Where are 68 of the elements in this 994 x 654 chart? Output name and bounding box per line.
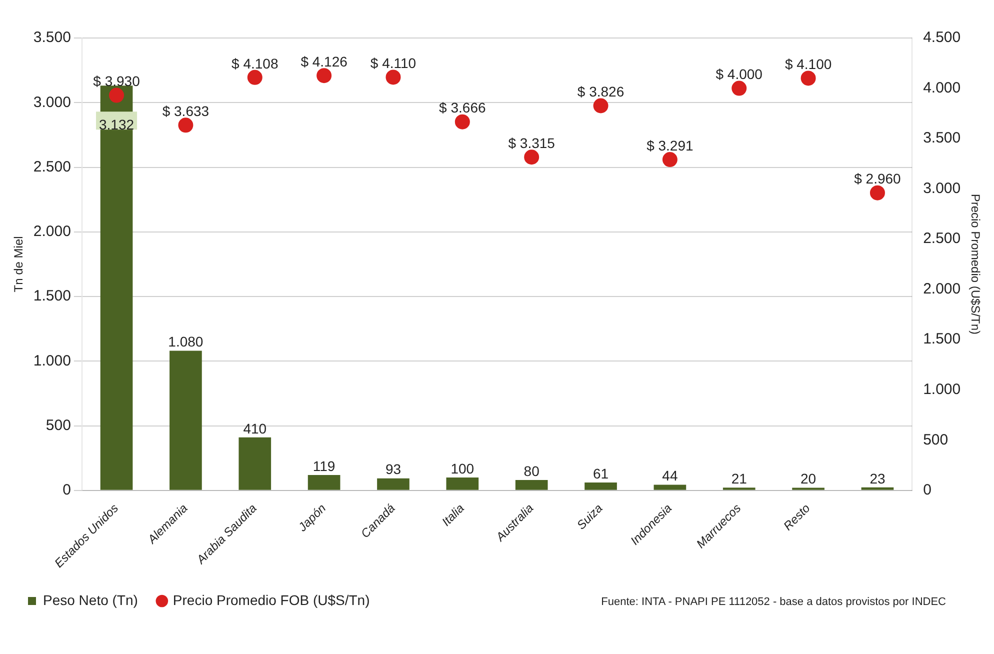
y2-tick-label: 4.000 (923, 79, 961, 96)
data-label: $ 4.100 (784, 56, 832, 72)
legend-label: Precio Promedio FOB (U$S/Tn) (172, 592, 370, 608)
bar (377, 478, 410, 490)
data-label: 80 (524, 462, 540, 479)
y2-tick-label: 3.500 (923, 130, 961, 147)
point (386, 70, 401, 85)
data-label: $ 4.110 (370, 55, 416, 72)
legend-label: Peso Neto (Tn) (43, 592, 138, 608)
y2-axis-title: Precio Promedio (U$S/Tn) (968, 194, 982, 335)
y2-tick-label: 4.500 (923, 29, 961, 46)
data-label: 3.132 (99, 116, 134, 132)
bar (515, 480, 548, 490)
y-axis-title: Tn de Miel (12, 236, 26, 292)
point (109, 88, 124, 103)
y2-tick-label: 0 (923, 482, 932, 499)
y2-tick-label: 1.000 (923, 381, 961, 398)
data-label: $ 4.126 (300, 53, 348, 70)
data-label: 61 (592, 465, 609, 482)
data-label: $ 3.633 (162, 103, 210, 120)
y2-tick-label: 3.000 (923, 180, 961, 197)
y-tick-label: 0 (62, 482, 71, 499)
point (178, 118, 194, 133)
y2-tick-label: 2.000 (923, 280, 961, 298)
data-label: 100 (450, 460, 474, 476)
data-label: 1.080 (168, 334, 204, 350)
y-tick-label: 2.000 (33, 223, 71, 240)
data-label: $ 2.960 (854, 170, 902, 187)
data-label: $ 3.930 (93, 73, 140, 90)
data-label: 20 (800, 470, 816, 487)
data-label: 21 (731, 470, 748, 487)
data-label: $ 4.108 (232, 55, 278, 72)
source-note: Fuente: INTA - PNAPI PE 1112052 - base a datos provistos por INDEC (601, 596, 946, 608)
point (524, 150, 540, 165)
bar (238, 437, 272, 490)
data-label: $ 3.291 (646, 137, 694, 154)
point (247, 70, 262, 85)
point (870, 185, 885, 200)
data-label: 44 (662, 468, 678, 484)
point (662, 152, 678, 168)
data-label: 410 (243, 420, 267, 436)
y2-tick-label: 1.500 (923, 330, 961, 348)
data-label: 93 (385, 461, 402, 478)
data-label: $ 3.315 (508, 134, 556, 151)
y2-tick-label: 2.500 (923, 230, 961, 248)
data-label: $ 3.826 (577, 84, 624, 100)
data-label: $ 3.666 (439, 100, 486, 116)
y-tick-label: 3.000 (33, 94, 71, 111)
bar (446, 477, 479, 490)
y-tick-label: 1.500 (33, 288, 71, 305)
data-label: 119 (312, 458, 336, 474)
point (800, 70, 816, 86)
point (593, 98, 608, 114)
point (316, 68, 332, 84)
bar (861, 487, 894, 490)
y2-tick-label: 500 (923, 431, 948, 448)
point (454, 114, 470, 130)
bar (170, 350, 202, 490)
bar (654, 484, 686, 490)
y-tick-label: 1.000 (33, 352, 71, 370)
y-tick-label: 500 (46, 416, 71, 434)
bar (584, 482, 617, 490)
bar (308, 475, 340, 490)
data-label: 23 (870, 470, 886, 486)
point (732, 80, 747, 96)
y-tick-label: 2.500 (33, 158, 71, 176)
data-label: $ 4.000 (716, 66, 763, 82)
y-tick-label: 3.500 (33, 29, 71, 46)
